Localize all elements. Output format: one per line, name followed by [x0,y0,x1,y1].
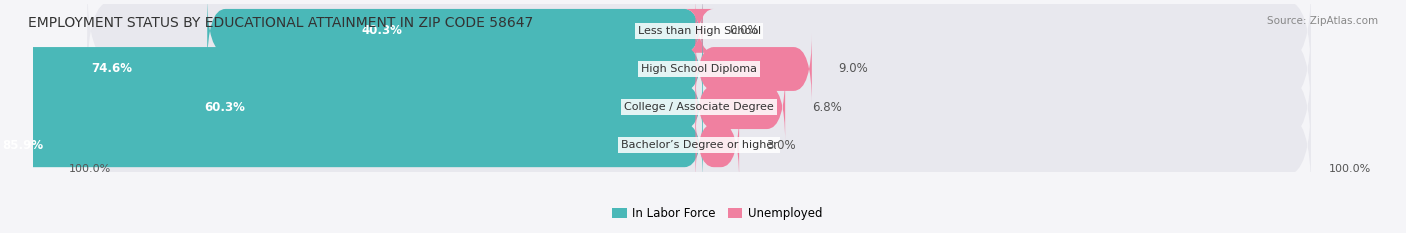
Text: 74.6%: 74.6% [91,62,132,75]
FancyBboxPatch shape [696,34,811,104]
Text: 40.3%: 40.3% [361,24,402,37]
FancyBboxPatch shape [207,0,703,66]
Text: 100.0%: 100.0% [69,164,111,174]
Text: Bachelor’s Degree or higher: Bachelor’s Degree or higher [620,140,778,150]
Text: 85.9%: 85.9% [1,139,44,152]
Text: 100.0%: 100.0% [1329,164,1371,174]
FancyBboxPatch shape [87,0,1310,78]
FancyBboxPatch shape [87,99,1310,192]
FancyBboxPatch shape [685,0,714,66]
Text: 60.3%: 60.3% [204,101,245,114]
Text: Less than High School: Less than High School [637,26,761,36]
FancyBboxPatch shape [696,110,740,181]
FancyBboxPatch shape [696,72,785,142]
FancyBboxPatch shape [87,22,1310,116]
FancyBboxPatch shape [0,110,703,181]
Text: 0.0%: 0.0% [730,24,759,37]
Text: Source: ZipAtlas.com: Source: ZipAtlas.com [1267,16,1378,26]
Text: 9.0%: 9.0% [838,62,869,75]
Text: 6.8%: 6.8% [811,101,842,114]
Text: 3.0%: 3.0% [766,139,796,152]
FancyBboxPatch shape [0,34,703,104]
Text: EMPLOYMENT STATUS BY EDUCATIONAL ATTAINMENT IN ZIP CODE 58647: EMPLOYMENT STATUS BY EDUCATIONAL ATTAINM… [28,16,533,30]
Legend: In Labor Force, Unemployed: In Labor Force, Unemployed [607,202,827,225]
Text: High School Diploma: High School Diploma [641,64,758,74]
Text: College / Associate Degree: College / Associate Degree [624,102,775,112]
FancyBboxPatch shape [87,60,1310,154]
FancyBboxPatch shape [0,72,703,142]
